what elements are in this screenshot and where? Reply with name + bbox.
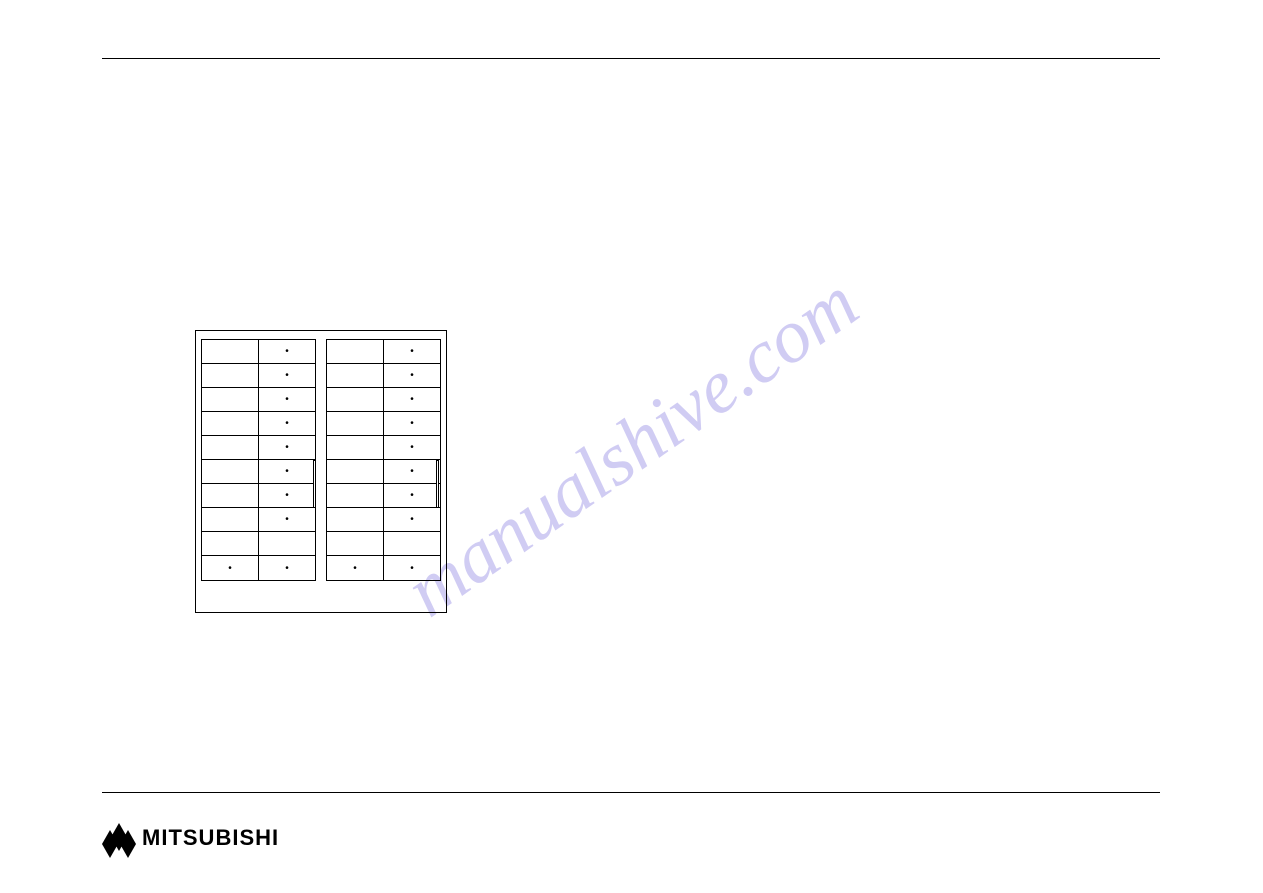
- table-row: •: [202, 388, 315, 412]
- table-row: ••: [202, 556, 315, 580]
- table-cell: •: [259, 460, 315, 483]
- table-cell: [202, 484, 259, 507]
- table-cell: •: [384, 388, 440, 411]
- table-row: •: [202, 484, 315, 508]
- table-cell: •: [259, 508, 315, 531]
- table-cell: [327, 388, 384, 411]
- brand-logo: MITSUBISHI: [102, 823, 279, 853]
- watermark-text: manualshive.com: [390, 259, 874, 634]
- table-cell: [327, 484, 384, 507]
- table-cell: [327, 532, 384, 555]
- table-cell: [327, 460, 384, 483]
- table-row: •: [202, 412, 315, 436]
- table-row: •: [327, 484, 440, 508]
- table-cell: •: [384, 484, 440, 507]
- table-cell: •: [384, 556, 440, 580]
- table-row: •: [202, 436, 315, 460]
- table-row: •: [202, 340, 315, 364]
- table-cell: •: [202, 556, 259, 580]
- table-cell: •: [384, 340, 440, 363]
- table-cell: •: [259, 388, 315, 411]
- table-cell: [202, 460, 259, 483]
- table-cell: •: [384, 364, 440, 387]
- table-cell: •: [259, 340, 315, 363]
- table-cell: [327, 508, 384, 531]
- table-row: •: [327, 436, 440, 460]
- table-row: •: [327, 364, 440, 388]
- terminal-tab-left: [313, 460, 316, 508]
- table-row: •: [327, 508, 440, 532]
- table-cell: [259, 532, 315, 555]
- table-cell: [327, 436, 384, 459]
- table-cell: [202, 364, 259, 387]
- brand-name: MITSUBISHI: [142, 825, 279, 851]
- table-cell: [202, 388, 259, 411]
- table-cell: •: [259, 436, 315, 459]
- table-cell: [202, 436, 259, 459]
- table-row: •: [327, 340, 440, 364]
- footer-rule: [102, 792, 1160, 793]
- table-cell: [202, 508, 259, 531]
- io-table-right: ••••••••••: [321, 331, 446, 612]
- table-cell: •: [384, 460, 440, 483]
- terminal-tab-right: [436, 460, 439, 508]
- table-row: •: [327, 460, 440, 484]
- table-cell: [327, 364, 384, 387]
- table-cell: [202, 340, 259, 363]
- table-cell: [202, 412, 259, 435]
- table-cell: [384, 532, 440, 555]
- table-row: [202, 532, 315, 556]
- mitsubishi-diamonds-icon: [102, 823, 136, 853]
- table-cell: •: [259, 412, 315, 435]
- table-row: •: [202, 364, 315, 388]
- header-rule: [102, 58, 1160, 59]
- table-row: ••: [327, 556, 440, 580]
- table-row: [327, 532, 440, 556]
- table-row: •: [202, 508, 315, 532]
- io-table-left: ••••••••••: [196, 331, 321, 612]
- table-cell: •: [384, 436, 440, 459]
- table-cell: [327, 412, 384, 435]
- table-cell: •: [259, 484, 315, 507]
- table-cell: [202, 532, 259, 555]
- table-cell: [327, 340, 384, 363]
- io-table: •••••••••• ••••••••••: [195, 330, 447, 613]
- table-row: •: [327, 412, 440, 436]
- table-cell: •: [384, 508, 440, 531]
- table-cell: •: [327, 556, 384, 580]
- table-cell: •: [259, 556, 315, 580]
- table-row: •: [202, 460, 315, 484]
- table-cell: •: [384, 412, 440, 435]
- table-cell: •: [259, 364, 315, 387]
- page: manualshive.com •••••••••• •••••••••• MI…: [0, 0, 1263, 893]
- table-row: •: [327, 388, 440, 412]
